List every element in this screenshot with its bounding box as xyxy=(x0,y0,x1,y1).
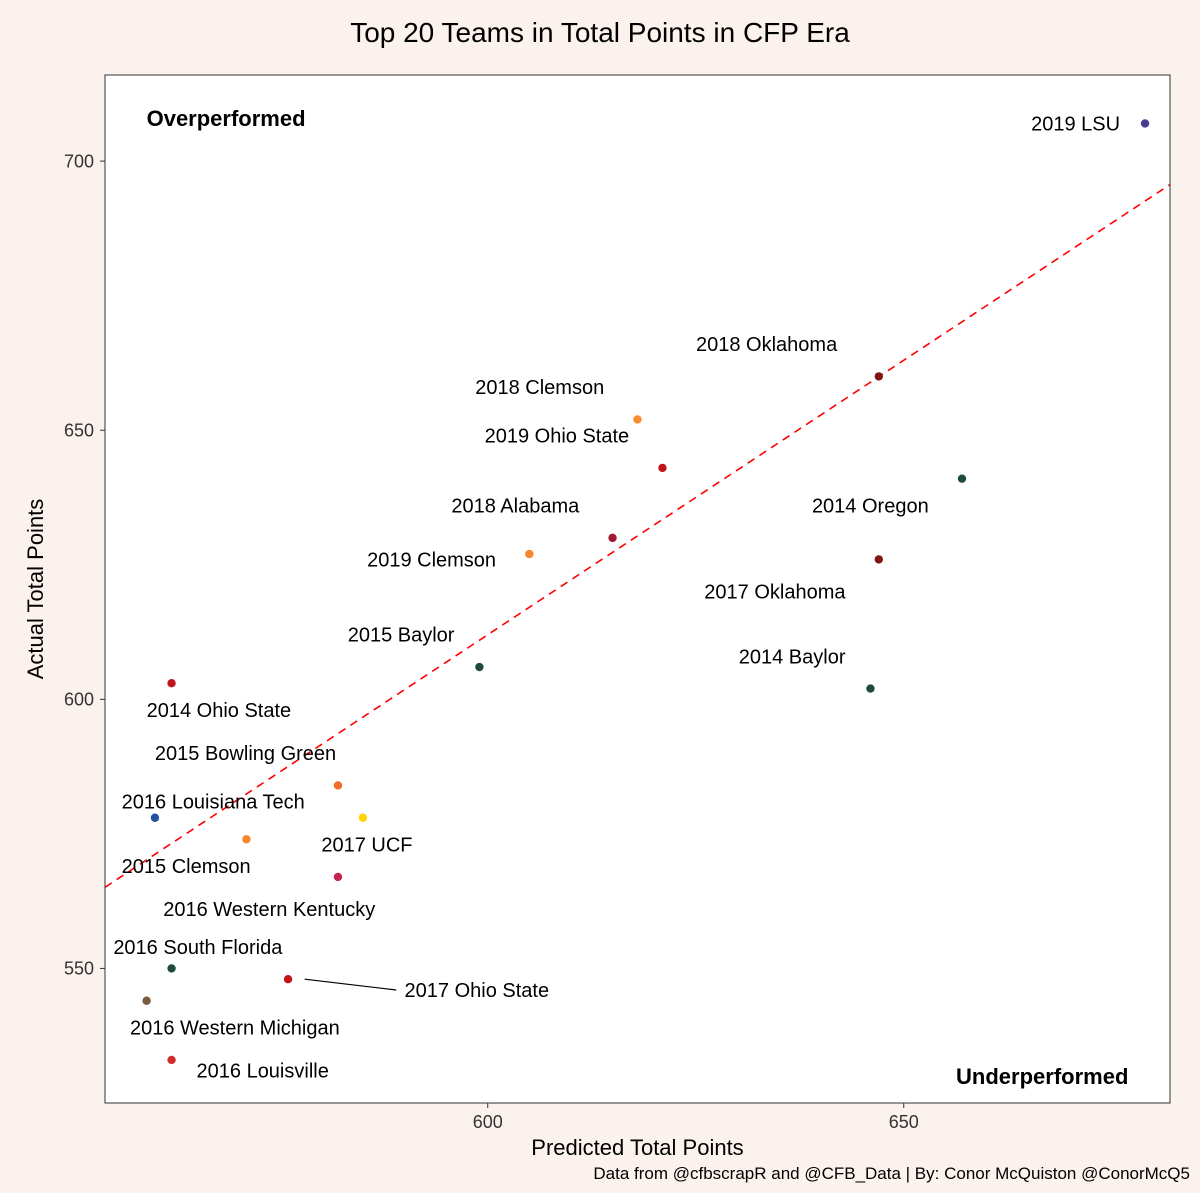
point-label: 2016 Louisiana Tech xyxy=(122,792,305,814)
point-label: 2016 Western Michigan xyxy=(130,1018,340,1040)
scatter-point xyxy=(142,997,150,1005)
x-tick-label: 650 xyxy=(889,1112,919,1132)
scatter-point xyxy=(167,679,175,687)
scatter-point xyxy=(525,550,533,558)
scatter-point xyxy=(1141,119,1149,127)
x-axis-title: Predicted Total Points xyxy=(531,1135,743,1160)
scatter-point xyxy=(875,555,883,563)
point-label: 2018 Oklahoma xyxy=(696,334,838,356)
point-label: 2016 Louisville xyxy=(197,1061,329,1083)
point-label: 2018 Alabama xyxy=(451,496,580,518)
y-axis-title: Actual Total Points xyxy=(23,499,48,680)
x-tick-label: 600 xyxy=(473,1112,503,1132)
point-label: 2019 LSU xyxy=(1031,113,1120,135)
point-label: 2018 Clemson xyxy=(475,377,604,399)
scatter-point xyxy=(334,781,342,789)
point-label: 2015 Baylor xyxy=(348,625,455,647)
scatter-point xyxy=(866,684,874,692)
point-label: 2015 Clemson xyxy=(122,856,251,878)
scatter-point xyxy=(608,534,616,542)
chart-title: Top 20 Teams in Total Points in CFP Era xyxy=(350,17,850,48)
point-label: 2019 Clemson xyxy=(367,549,496,571)
point-label: 2014 Ohio State xyxy=(147,700,292,722)
corner-label: Overperformed xyxy=(147,106,306,131)
point-label: 2014 Oregon xyxy=(812,496,929,518)
scatter-point xyxy=(475,663,483,671)
point-label: 2019 Ohio State xyxy=(485,426,630,448)
scatter-point xyxy=(167,964,175,972)
point-label: 2014 Baylor xyxy=(739,646,846,668)
chart-caption: Data from @cfbscrapR and @CFB_Data | By:… xyxy=(593,1164,1190,1183)
corner-label: Underperformed xyxy=(956,1064,1128,1089)
scatter-point xyxy=(151,814,159,822)
y-tick-label: 700 xyxy=(64,151,94,171)
scatter-point xyxy=(633,415,641,423)
y-tick-label: 600 xyxy=(64,690,94,710)
scatter-point xyxy=(334,873,342,881)
point-label: 2017 UCF xyxy=(321,835,412,857)
point-label: 2015 Bowling Green xyxy=(155,743,336,765)
scatter-point xyxy=(359,814,367,822)
point-label: 2016 Western Kentucky xyxy=(163,899,375,921)
y-tick-label: 650 xyxy=(64,421,94,441)
point-label: 2017 Ohio State xyxy=(405,980,550,1002)
scatter-point xyxy=(875,372,883,380)
scatter-point xyxy=(167,1056,175,1064)
chart-container: Top 20 Teams in Total Points in CFP Era 6… xyxy=(0,0,1200,1193)
scatter-point xyxy=(242,835,250,843)
scatter-point xyxy=(284,975,292,983)
point-label: 2017 Oklahoma xyxy=(704,582,846,604)
point-label: 2016 South Florida xyxy=(113,937,283,959)
scatter-point xyxy=(658,464,666,472)
scatter-point xyxy=(958,474,966,482)
y-tick-label: 550 xyxy=(64,959,94,979)
scatter-plot-svg: Top 20 Teams in Total Points in CFP Era 6… xyxy=(0,0,1200,1193)
